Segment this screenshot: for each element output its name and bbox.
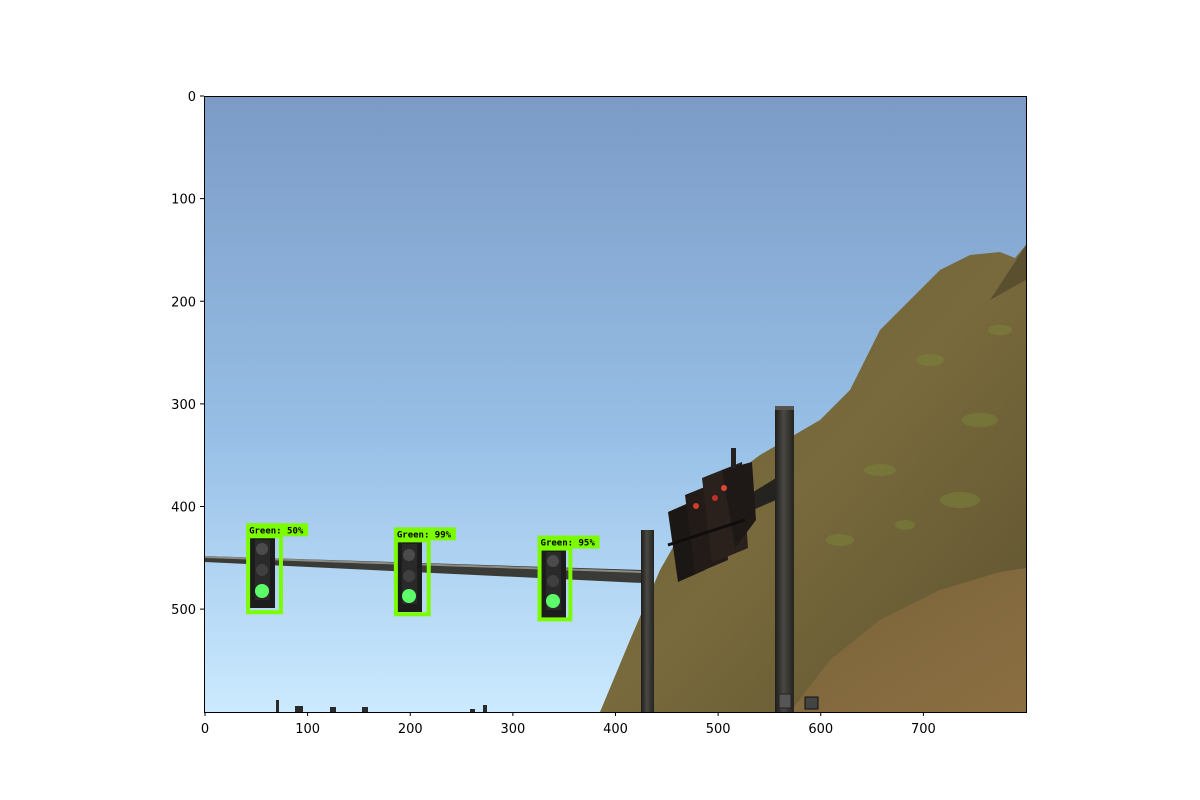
- y-tick-label: 300: [171, 398, 196, 413]
- x-tick-label: 600: [808, 722, 833, 737]
- signal-pole-right: [775, 408, 794, 712]
- y-tick-label: 0: [188, 90, 196, 105]
- x-tick-label: 700: [911, 722, 936, 737]
- detection-overlays: Green: 50% Green: 99% Green: 95%: [246, 523, 600, 622]
- green-lamp-icon: [255, 584, 269, 598]
- detection-label: Green: 99%: [397, 530, 452, 540]
- signal-pole-center: [641, 530, 654, 712]
- grass-texture: [826, 325, 1012, 546]
- detection-label-bg: [246, 523, 309, 537]
- traffic-light-3: [540, 548, 566, 618]
- y-tick-label: 200: [171, 295, 196, 310]
- x-axis: 0 100 200 300 400 500 600 700: [201, 712, 936, 737]
- hill-ridge: [990, 245, 1026, 300]
- traffic-light-cluster: [667, 448, 756, 582]
- detection-label-bg: [537, 535, 600, 549]
- scene: Green: 50% Green: 99% Green: 95%: [205, 96, 1026, 712]
- dirt-slope: [790, 568, 1026, 712]
- x-tick-label: 300: [500, 722, 525, 737]
- y-tick-label: 400: [171, 501, 196, 516]
- x-tick-label: 0: [201, 722, 209, 737]
- green-lamp-icon: [402, 589, 416, 603]
- traffic-light-1: [249, 536, 275, 608]
- traffic-light-2: [396, 540, 422, 612]
- y-axis: 0 100 200 300 400 500: [171, 90, 204, 618]
- x-tick-label: 400: [603, 722, 628, 737]
- detection-label-bg: [393, 527, 456, 541]
- x-tick-label: 100: [295, 722, 320, 737]
- green-lamp-icon: [546, 594, 560, 608]
- distant-skyline: [276, 700, 487, 712]
- detection-label: Green: 95%: [541, 539, 596, 549]
- hillside: [600, 245, 1026, 712]
- x-tick-label: 500: [706, 722, 731, 737]
- x-tick-label: 200: [398, 722, 423, 737]
- mast-arm: [205, 556, 642, 583]
- y-tick-label: 100: [171, 193, 196, 208]
- y-tick-label: 500: [171, 603, 196, 618]
- detection-label: Green: 50%: [249, 526, 304, 536]
